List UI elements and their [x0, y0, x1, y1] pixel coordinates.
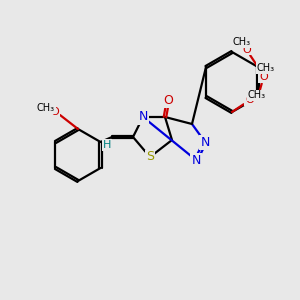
Text: N: N — [138, 110, 148, 124]
Text: O: O — [259, 72, 268, 82]
Text: O: O — [163, 94, 173, 106]
Text: N: N — [200, 136, 210, 148]
Text: H: H — [103, 140, 111, 150]
Text: O: O — [51, 107, 59, 117]
Text: O: O — [245, 95, 254, 105]
Text: CH₃: CH₃ — [248, 90, 266, 100]
Text: N: N — [191, 154, 201, 166]
Text: O: O — [242, 44, 251, 55]
Text: CH₃: CH₃ — [232, 37, 250, 47]
Text: CH₃: CH₃ — [257, 63, 275, 73]
Text: CH₃: CH₃ — [37, 103, 55, 113]
Text: S: S — [146, 151, 154, 164]
